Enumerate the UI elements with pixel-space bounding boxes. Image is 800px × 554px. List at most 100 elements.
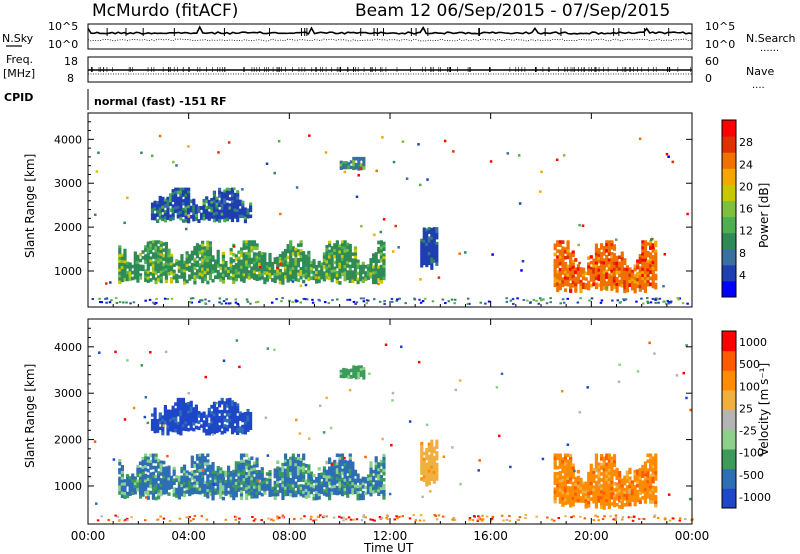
velocity-echo-cell (255, 488, 259, 493)
power-echo-cell (182, 269, 187, 274)
power-echo-cell (294, 277, 298, 282)
power-echo-cell (120, 269, 124, 273)
power-echo-cell (592, 270, 596, 275)
velocity-echo-cell (649, 482, 653, 487)
power-echo-cell (194, 210, 198, 215)
power-echo-cell (182, 278, 187, 282)
velocity-echo-cell (203, 456, 207, 460)
power-echo-cell (338, 268, 342, 273)
velocity-echo-cell (229, 473, 233, 478)
power-echo-cell (172, 272, 176, 277)
velocity-echo-cell (138, 488, 143, 493)
power-scatter-cell (458, 252, 461, 255)
power-echo-cell (351, 279, 355, 284)
velocity-echo-cell (164, 487, 169, 492)
velocity-echo-cell (309, 474, 314, 479)
power-echo-cell (618, 270, 622, 275)
velocity-echo-cell (166, 419, 170, 423)
velocity-echo-cell (556, 471, 560, 476)
power-echo-cell (361, 261, 365, 266)
velocity-echo-cell (302, 456, 306, 461)
velocity-echo-cell (206, 491, 210, 496)
velocity-scatter-cell (215, 401, 218, 405)
velocity-echo-cell (369, 461, 373, 466)
power-scatter-cell (413, 297, 416, 300)
velocity-echo-cell (430, 442, 434, 447)
power-echo-cell (291, 272, 295, 277)
velocity-scatter-cell (347, 516, 351, 519)
velocity-echo-cell (594, 489, 599, 494)
power-echo-cell (171, 210, 175, 215)
velocity-echo-cell (246, 428, 250, 432)
velocity-echo-cell (420, 456, 424, 461)
velocity-echo-cell (607, 496, 611, 500)
power-echo-cell (641, 258, 645, 263)
power-echo-region (118, 240, 386, 285)
power-echo-cell (245, 254, 249, 259)
power-scatter-cell (578, 223, 581, 227)
power-echo-cell (276, 259, 280, 264)
velocity-echo-cell (638, 500, 642, 504)
velocity-echo-cell (210, 423, 214, 428)
velocity-scatter-cell (583, 517, 587, 520)
power-echo-cell (281, 251, 285, 255)
velocity-echo-cell (207, 428, 211, 433)
velocity-echo-cell (168, 418, 173, 423)
velocity-echo-cell (252, 476, 257, 481)
power-echo-cell (592, 267, 596, 272)
power-echo-cell (131, 276, 135, 281)
power-echo-cell (207, 202, 211, 207)
power-echo-cell (166, 208, 170, 212)
power-echo-cell (615, 286, 619, 290)
power-echo-cell (286, 264, 290, 269)
x-tick-label: 20:00 (574, 529, 609, 543)
velocity-echo-cell (252, 491, 257, 496)
velocity-echo-cell (607, 499, 611, 503)
velocity-echo-cell (592, 479, 596, 484)
power-echo-cell (317, 260, 321, 265)
power-echo-cell (221, 276, 225, 281)
power-echo-cell (338, 281, 342, 285)
velocity-echo-cell (221, 496, 225, 501)
velocity-echo-cell (628, 499, 632, 504)
velocity-echo-cell (276, 460, 280, 465)
velocity-echo-cell (172, 493, 176, 497)
velocity-echo-cell (302, 490, 306, 495)
velocity-echo-cell (636, 495, 640, 500)
power-echo-cell (180, 254, 184, 258)
velocity-echo-cell (638, 485, 642, 490)
velocity-echo-cell (296, 472, 301, 476)
power-scatter-cell (667, 302, 671, 305)
velocity-echo-cell (299, 457, 303, 462)
velocity-echo-cell (190, 482, 194, 486)
power-y-label: Slant Range [km] (23, 154, 37, 258)
power-echo-cell (203, 246, 207, 250)
power-echo-cell (558, 280, 562, 285)
power-scatter-cell (105, 282, 108, 285)
power-echo-cell (211, 258, 215, 262)
power-echo-cell (118, 254, 122, 258)
power-echo-cell (273, 279, 277, 284)
velocity-echo-cell (161, 431, 165, 436)
power-scatter-cell (118, 301, 122, 304)
power-echo-cell (171, 198, 175, 202)
velocity-echo-cell (223, 424, 227, 428)
velocity-echo-cell (620, 499, 624, 504)
velocity-echo-cell (649, 479, 653, 484)
velocity-echo-cell (197, 414, 201, 418)
velocity-echo-cell (162, 469, 166, 474)
velocity-echo-cell (643, 485, 648, 489)
velocity-echo-cell (594, 498, 599, 503)
velocity-echo-cell (229, 479, 233, 484)
power-scatter-cell (299, 301, 302, 304)
colorbar-swatch (722, 232, 736, 250)
power-echo-cell (335, 246, 339, 251)
freq-nave-traces (88, 67, 692, 75)
velocity-colorbar-tick: 1000 (739, 336, 767, 349)
power-scatter-cell (348, 298, 352, 301)
velocity-echo-cell (330, 491, 334, 496)
velocity-echo-cell (255, 460, 259, 465)
power-echo-cell (435, 230, 439, 234)
velocity-echo-cell (258, 482, 262, 486)
velocity-echo-cell (188, 489, 192, 494)
